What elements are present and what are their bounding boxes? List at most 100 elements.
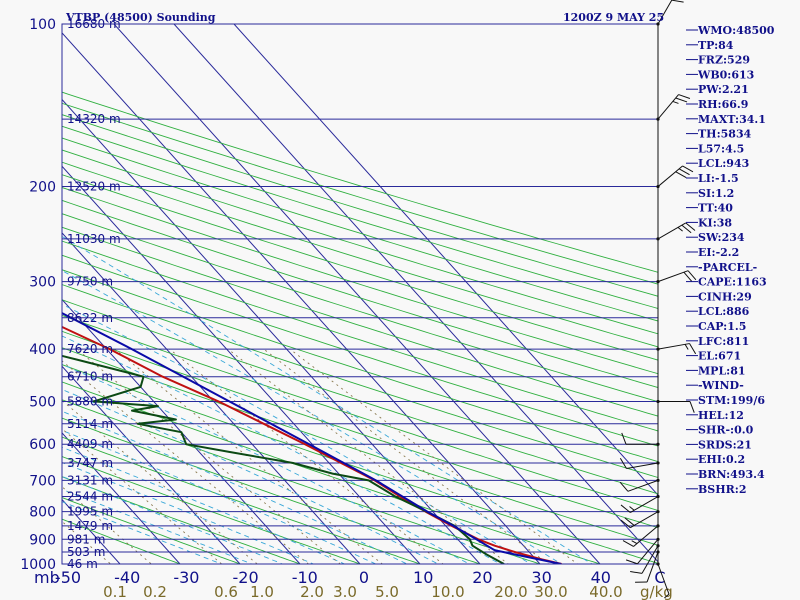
mixing-ratio-label: 1.0 <box>250 583 274 600</box>
mixing-ratio-label: 0.2 <box>143 583 167 600</box>
wind-barb-flag <box>684 344 689 350</box>
wind-barb-staff <box>657 270 689 283</box>
wind-barb <box>656 343 697 355</box>
height-label: 1995 m <box>67 505 113 519</box>
dry-adiabat-line <box>62 240 658 432</box>
pressure-unit-label: mb <box>34 568 60 587</box>
isotherm-line <box>62 98 481 564</box>
wind-barb <box>656 165 694 189</box>
isotherm-line <box>62 432 181 564</box>
wind-barb-flag <box>629 506 635 511</box>
pressure-label: 900 <box>29 532 56 548</box>
index-text: TT:40 <box>698 202 733 215</box>
dry-adiabat-line <box>62 91 658 273</box>
wind-barb <box>620 494 660 513</box>
mixing-ratio-line <box>169 348 444 564</box>
wind-barb-flag <box>685 222 696 231</box>
mixing-ratio-label: 5.0 <box>375 583 399 600</box>
dry-adiabat-line <box>62 137 658 322</box>
wind-barb-flag <box>671 0 684 3</box>
height-label: 7620 m <box>67 342 113 356</box>
index-text: EHI:0.2 <box>698 453 745 466</box>
height-label: 5880 m <box>67 394 113 408</box>
index-text: LCL:943 <box>698 157 749 170</box>
pressure-label: 500 <box>29 394 56 410</box>
dry-adiabat-line <box>62 364 658 564</box>
wind-barb-flag <box>681 224 692 234</box>
temp-label: 0 <box>359 568 369 587</box>
moist-adiabat-line <box>62 429 377 564</box>
pressure-label: 600 <box>29 437 56 453</box>
index-text: SI:1.2 <box>698 187 734 200</box>
pressure-label: 1000 <box>20 557 56 573</box>
dry-adiabat-line <box>62 102 658 285</box>
wind-barb <box>656 562 670 599</box>
wind-barb-flag <box>672 100 679 104</box>
moist-adiabat-line <box>62 488 253 564</box>
dry-adiabat-line <box>62 456 362 564</box>
index-text: KI:38 <box>698 216 732 229</box>
dry-adiabat-line <box>62 125 658 309</box>
temp-label: -30 <box>173 568 199 587</box>
moist-adiabat-line <box>62 388 440 564</box>
isotherm-line <box>62 298 301 564</box>
index-text: PW:2.21 <box>698 83 749 96</box>
height-label: 503 m <box>67 545 105 559</box>
index-text: TP:84 <box>698 39 734 52</box>
wind-barb-staff <box>626 462 659 470</box>
dry-adiabat-line <box>62 330 658 529</box>
wind-barb-flag <box>682 165 694 173</box>
moist-adiabat-line <box>62 270 563 564</box>
wind-barb-staff <box>627 479 659 492</box>
height-label: 2544 m <box>67 490 113 504</box>
index-text: CAPE:1163 <box>698 276 767 289</box>
index-text: BSHR:2 <box>698 483 747 496</box>
wind-barb-staff <box>657 563 670 595</box>
moist-adiabat-line <box>62 335 501 564</box>
height-label: 8622 m <box>67 311 113 325</box>
wind-barb-base <box>656 494 660 499</box>
index-text: RH:66.9 <box>698 98 748 111</box>
temp-label: 20 <box>472 568 492 587</box>
index-text: CINH:29 <box>698 290 752 303</box>
wind-barb <box>656 0 684 26</box>
pressure-label: 700 <box>29 473 56 489</box>
pressure-label: 200 <box>29 180 56 196</box>
chart-title: VTBP (48500) Sounding <box>65 11 216 24</box>
dry-adiabat-line <box>62 199 658 388</box>
dry-adiabat-line <box>62 417 482 564</box>
wind-barb-flag <box>631 540 638 545</box>
wind-barb <box>635 550 660 583</box>
mixing-ratio-unit-label: g/kg <box>640 583 673 600</box>
index-text: -WIND- <box>698 379 744 392</box>
index-text: WB0:613 <box>697 68 754 81</box>
wind-barb <box>622 524 660 547</box>
height-label: 6710 m <box>67 370 113 384</box>
index-text: LI:-1.5 <box>698 172 739 185</box>
moist-adiabat-line <box>62 363 471 564</box>
moist-adiabat-line <box>62 303 532 564</box>
wind-barb-base <box>656 510 660 514</box>
wind-barb <box>620 510 660 529</box>
moist-adiabat-line <box>62 501 223 564</box>
wind-barb <box>621 432 660 446</box>
wind-barb-flag <box>625 559 638 565</box>
moist-adiabat-line <box>62 410 408 564</box>
pressure-label: 800 <box>29 505 56 521</box>
isotherm-line <box>62 365 241 564</box>
isotherm-line <box>62 232 361 564</box>
wind-barb-staff <box>646 551 659 583</box>
wind-barb-staff <box>641 545 659 574</box>
wind-barb-flag <box>683 271 693 282</box>
isotherm-line <box>62 32 541 564</box>
dry-adiabat-line <box>62 436 422 564</box>
wind-barb-flag <box>689 401 695 413</box>
mixing-ratio-line <box>62 486 152 564</box>
wind-barb-base <box>656 537 660 541</box>
index-text: -PARCEL- <box>698 261 757 274</box>
index-text: LCL:886 <box>698 305 750 318</box>
dry-adiabat-line <box>62 497 242 564</box>
chart-datetime: 1200Z 9 MAY 25 <box>563 11 664 24</box>
temp-label: -10 <box>292 568 318 587</box>
wind-barb <box>656 222 696 241</box>
